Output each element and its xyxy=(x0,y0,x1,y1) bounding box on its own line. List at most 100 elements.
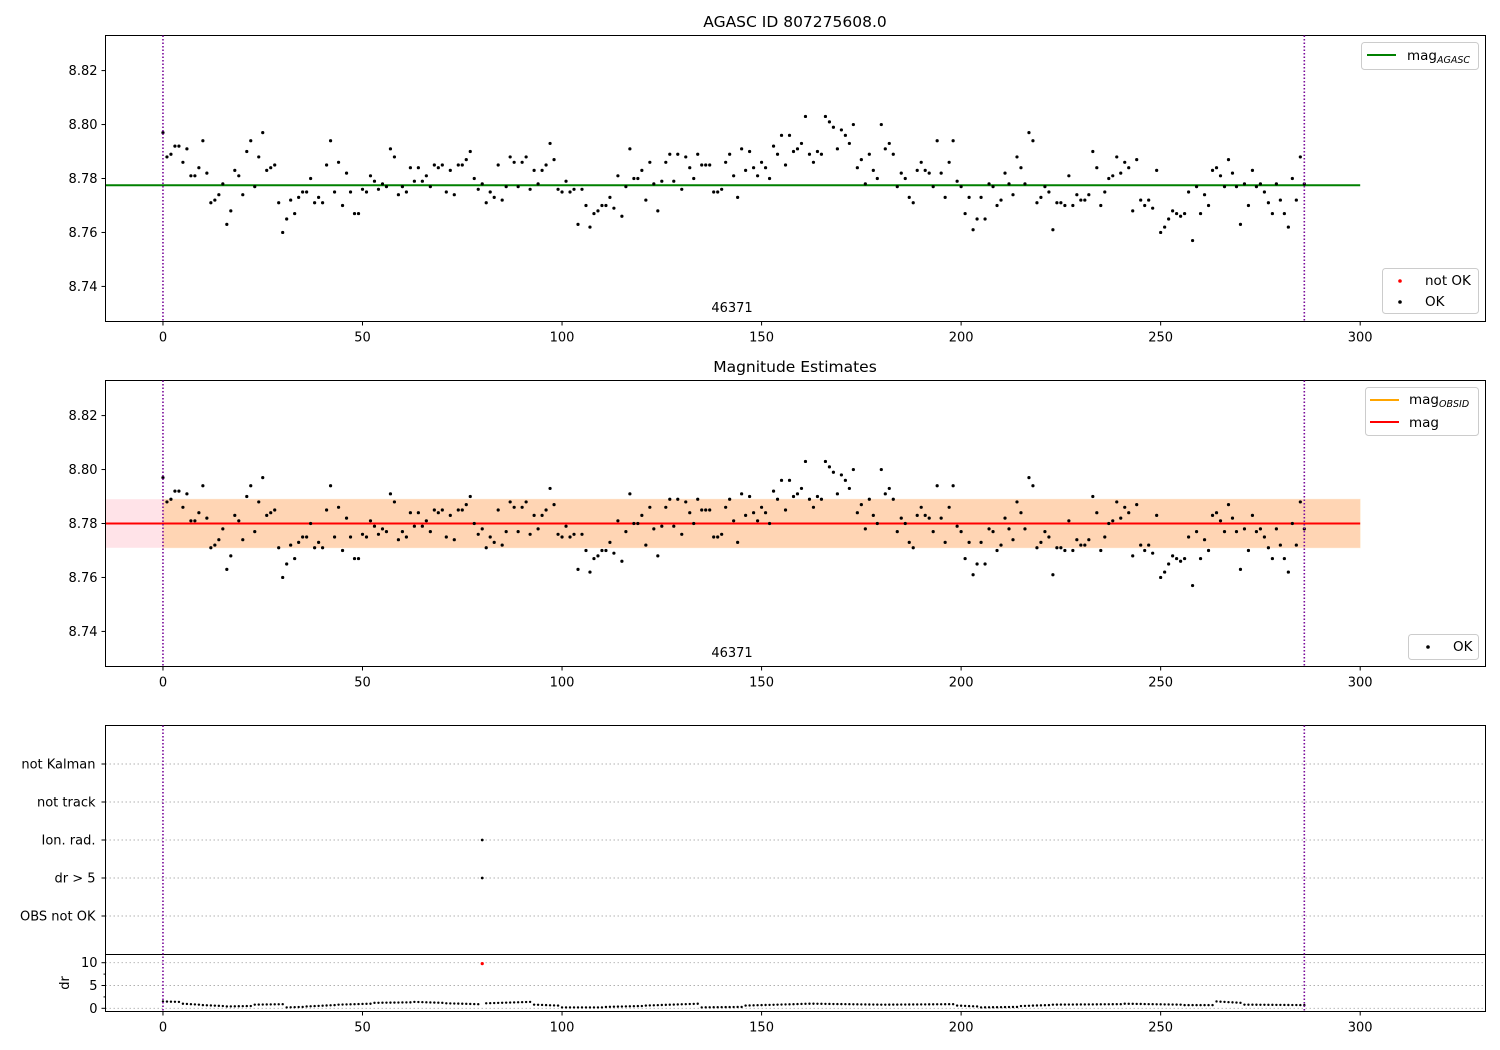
mag-point xyxy=(476,187,480,191)
mag-point xyxy=(500,198,504,202)
dr-point xyxy=(1159,1003,1162,1006)
dr-point xyxy=(660,1003,664,1007)
mag-estimate-point xyxy=(428,529,432,534)
mag-point xyxy=(516,184,520,189)
mag-point xyxy=(1151,206,1155,210)
mag-point xyxy=(1294,198,1298,202)
mag-estimate-point xyxy=(963,556,967,561)
dr-point xyxy=(429,1001,432,1004)
mag-estimate-point xyxy=(297,540,301,544)
mag-estimate-point xyxy=(432,508,436,512)
dr-point xyxy=(496,1001,500,1005)
dr-point xyxy=(237,1005,240,1008)
x-tick-label: 50 xyxy=(354,331,371,346)
mag-point xyxy=(376,187,381,191)
dr-point xyxy=(201,1003,205,1007)
mag-estimate-point xyxy=(815,494,820,499)
dr-point xyxy=(971,1005,975,1008)
mag-estimate-point xyxy=(364,535,369,539)
dr-point xyxy=(1003,1005,1007,1009)
mag-estimate-point xyxy=(1079,543,1083,547)
dr-point xyxy=(1235,1001,1238,1004)
dr-point xyxy=(1295,1003,1298,1007)
mag-estimate-point xyxy=(241,538,245,542)
mag-point xyxy=(1147,198,1151,202)
mag-estimate-point xyxy=(452,538,456,542)
dr-point xyxy=(812,1002,815,1005)
dr-point xyxy=(1019,1004,1023,1008)
mag-estimate-point xyxy=(700,508,704,512)
mag-estimate-point xyxy=(1234,529,1239,534)
mag-point xyxy=(1099,203,1103,208)
mag-estimate-point xyxy=(716,535,720,539)
mag-point xyxy=(205,171,209,175)
y-tick-label: 8.80 xyxy=(69,463,98,478)
mag-point xyxy=(416,166,420,170)
mag-point xyxy=(1103,190,1107,194)
mag-point xyxy=(496,163,500,167)
mag-estimate-point xyxy=(177,489,181,493)
dr-point xyxy=(804,1002,807,1006)
mag-point xyxy=(696,152,700,156)
dr-point xyxy=(752,1004,755,1007)
mag-point xyxy=(688,166,692,170)
mag-estimate-point xyxy=(907,540,911,544)
mag-estimate-point xyxy=(1083,543,1087,547)
dr-point xyxy=(165,1000,169,1003)
mag-point xyxy=(273,163,277,167)
mag-estimate-point xyxy=(1027,476,1031,480)
dr-point xyxy=(1075,1003,1079,1006)
dr-point xyxy=(975,1005,979,1008)
dr-point xyxy=(1243,1003,1246,1006)
mag-point xyxy=(1023,182,1027,186)
dr-point xyxy=(373,1001,376,1005)
dr-point xyxy=(512,1001,516,1004)
mag-point xyxy=(692,176,696,181)
dr-point xyxy=(389,1001,392,1004)
mag-estimate-point xyxy=(460,508,464,512)
mag-estimate-point xyxy=(217,538,221,542)
dr-point xyxy=(772,1003,775,1006)
dr-point xyxy=(728,1005,731,1009)
y-tick-label: 8.76 xyxy=(69,226,98,241)
mag-point xyxy=(436,166,440,170)
mag-estimate-point xyxy=(197,511,201,515)
mag-estimate-point xyxy=(704,508,708,512)
mag-estimate-point xyxy=(959,529,963,534)
dr-point xyxy=(664,1003,668,1007)
mag-point xyxy=(736,195,740,199)
mag-estimate-point xyxy=(1123,505,1127,509)
mag-point xyxy=(787,133,792,137)
dr-point xyxy=(1051,1003,1055,1006)
legend-ok-label: OK xyxy=(1425,294,1446,310)
mag-point xyxy=(843,133,847,137)
mag-point xyxy=(883,147,887,151)
dr-point xyxy=(848,1003,851,1006)
y-tick-label: 8.76 xyxy=(69,571,98,586)
dr-point xyxy=(1111,1003,1114,1006)
mag-estimate-point xyxy=(1023,527,1027,531)
dr-point xyxy=(604,1005,608,1009)
mag-estimate-point xyxy=(1282,556,1286,561)
mag-point xyxy=(839,128,843,132)
dr-point xyxy=(820,1002,823,1006)
mag-estimate-point xyxy=(779,478,784,482)
mag-point xyxy=(265,168,269,173)
dr-point xyxy=(704,1006,707,1009)
dr-point xyxy=(1263,1003,1266,1007)
mag-estimate-point xyxy=(803,459,808,464)
mag-estimate-point xyxy=(1210,513,1215,518)
x-tick-label: 50 xyxy=(354,1021,371,1036)
x-tick-label: 50 xyxy=(354,676,371,691)
mag-estimate-point xyxy=(293,556,297,561)
dr-point xyxy=(333,1003,336,1007)
mag-estimate-point xyxy=(229,554,233,558)
dr-point xyxy=(576,1006,580,1009)
dr-point xyxy=(744,1004,747,1007)
mag-estimate-point xyxy=(1242,527,1247,531)
dr-point xyxy=(241,1004,244,1008)
mag-point xyxy=(979,195,983,199)
mag-estimate-point xyxy=(708,508,712,512)
dr-point xyxy=(580,1006,584,1009)
mag-estimate-point xyxy=(492,540,496,544)
